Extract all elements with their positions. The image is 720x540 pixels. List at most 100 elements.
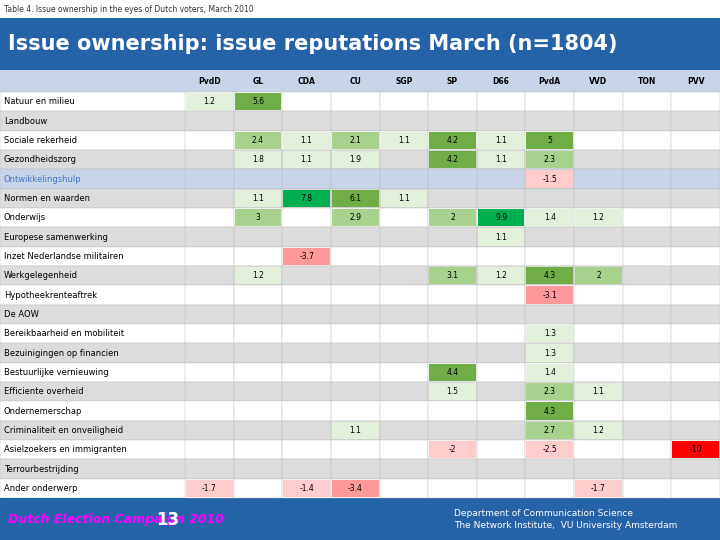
- Bar: [235, 267, 282, 285]
- Bar: [671, 382, 720, 401]
- Bar: [331, 363, 379, 382]
- Bar: [428, 363, 477, 382]
- Text: Sociale rekerheid: Sociale rekerheid: [4, 136, 77, 145]
- Bar: [574, 460, 623, 478]
- Text: -1.7: -1.7: [202, 484, 217, 493]
- Bar: [428, 266, 477, 285]
- Bar: [428, 421, 477, 440]
- Bar: [477, 208, 526, 227]
- Text: PvdA: PvdA: [539, 77, 561, 85]
- Bar: [526, 150, 574, 170]
- Bar: [574, 478, 623, 498]
- Bar: [477, 421, 526, 440]
- Bar: [331, 343, 379, 363]
- Bar: [282, 247, 331, 266]
- Bar: [282, 111, 331, 131]
- Bar: [233, 150, 282, 170]
- Text: 3.1: 3.1: [446, 271, 459, 280]
- Bar: [185, 324, 233, 343]
- Bar: [574, 421, 623, 440]
- Bar: [0, 382, 720, 401]
- Bar: [428, 343, 477, 363]
- Text: Dutch Election Campaign 2010: Dutch Election Campaign 2010: [8, 514, 224, 526]
- Bar: [331, 131, 379, 150]
- Text: 1.1: 1.1: [301, 155, 312, 164]
- Bar: [671, 188, 720, 208]
- Bar: [283, 132, 330, 149]
- Bar: [429, 151, 476, 168]
- Bar: [428, 247, 477, 266]
- Bar: [671, 227, 720, 247]
- Text: Gezondheidszorg: Gezondheidszorg: [4, 155, 77, 164]
- Bar: [526, 111, 574, 131]
- Text: 1.1: 1.1: [349, 426, 361, 435]
- Bar: [428, 92, 477, 111]
- Bar: [428, 440, 477, 460]
- Bar: [332, 151, 379, 168]
- Bar: [0, 18, 720, 70]
- Text: 4.2: 4.2: [446, 136, 459, 145]
- Text: GL: GL: [253, 77, 264, 85]
- Bar: [331, 285, 379, 305]
- Bar: [526, 441, 573, 458]
- Text: Normen en waarden: Normen en waarden: [4, 194, 90, 203]
- Bar: [331, 92, 379, 111]
- Bar: [379, 324, 428, 343]
- Text: 2.4: 2.4: [252, 136, 264, 145]
- Bar: [623, 382, 671, 401]
- Bar: [233, 188, 282, 208]
- Text: TON: TON: [638, 77, 656, 85]
- Text: 4.3: 4.3: [544, 407, 556, 415]
- Bar: [428, 208, 477, 227]
- Bar: [233, 401, 282, 421]
- Bar: [671, 111, 720, 131]
- Text: -3.1: -3.1: [542, 291, 557, 300]
- Bar: [233, 247, 282, 266]
- Bar: [526, 363, 574, 382]
- Bar: [574, 324, 623, 343]
- Bar: [526, 267, 573, 285]
- Bar: [0, 247, 720, 266]
- Bar: [0, 440, 720, 460]
- Bar: [233, 363, 282, 382]
- Bar: [331, 460, 379, 478]
- Bar: [526, 151, 573, 168]
- Text: Landbouw: Landbouw: [4, 117, 48, 125]
- Bar: [574, 170, 623, 188]
- Bar: [185, 421, 233, 440]
- Bar: [235, 151, 282, 168]
- Text: 1.2: 1.2: [203, 97, 215, 106]
- Bar: [429, 441, 476, 458]
- Bar: [526, 227, 574, 247]
- Bar: [233, 305, 282, 324]
- Bar: [379, 131, 428, 150]
- Bar: [428, 478, 477, 498]
- Bar: [671, 363, 720, 382]
- Bar: [428, 285, 477, 305]
- Text: -1.4: -1.4: [300, 484, 314, 493]
- Bar: [0, 92, 720, 111]
- Bar: [379, 247, 428, 266]
- Text: D66: D66: [492, 77, 510, 85]
- Bar: [623, 478, 671, 498]
- Bar: [623, 247, 671, 266]
- Bar: [574, 343, 623, 363]
- Bar: [379, 478, 428, 498]
- Bar: [526, 305, 574, 324]
- Bar: [332, 209, 379, 226]
- Bar: [282, 92, 331, 111]
- Bar: [185, 131, 233, 150]
- Bar: [185, 266, 233, 285]
- Bar: [185, 227, 233, 247]
- Bar: [282, 188, 331, 208]
- Bar: [186, 93, 233, 110]
- Text: 1.1: 1.1: [495, 155, 507, 164]
- Bar: [379, 285, 428, 305]
- Bar: [428, 227, 477, 247]
- Bar: [428, 324, 477, 343]
- Bar: [623, 421, 671, 440]
- Bar: [331, 170, 379, 188]
- Bar: [526, 343, 574, 363]
- Bar: [526, 478, 574, 498]
- Text: CDA: CDA: [297, 77, 315, 85]
